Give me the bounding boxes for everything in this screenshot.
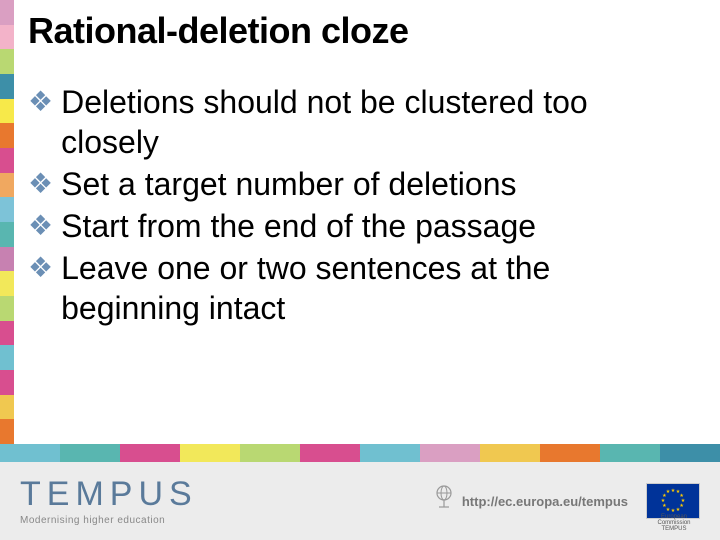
stripe-segment <box>240 444 300 462</box>
stripe-segment <box>0 370 14 395</box>
content-area: ❖Deletions should not be clustered too c… <box>28 82 688 330</box>
bullet-text: Leave one or two sentences at the beginn… <box>61 248 688 328</box>
stripe-segment <box>0 74 14 99</box>
stripe-segment <box>180 444 240 462</box>
stripe-segment <box>0 25 14 50</box>
bullet-text: Set a target number of deletions <box>61 164 516 204</box>
eu-stars: ★★★★★★★★★★★★ <box>660 488 686 514</box>
stripe-segment <box>0 419 14 444</box>
stripe-segment <box>0 123 14 148</box>
slide-title: Rational-deletion cloze <box>28 10 409 52</box>
tempus-logo: TEMPUS Modernising higher education <box>20 477 198 526</box>
star-icon: ★ <box>671 488 675 494</box>
stripe-segment <box>0 0 14 25</box>
stripe-segment <box>0 222 14 247</box>
bullet-item: ❖Leave one or two sentences at the begin… <box>28 248 688 328</box>
stripe-segment <box>120 444 180 462</box>
bullet-item: ❖Set a target number of deletions <box>28 164 688 204</box>
stripe-segment <box>420 444 480 462</box>
stripe-segment <box>600 444 660 462</box>
diamond-bullet-icon: ❖ <box>28 248 53 288</box>
globe-icon <box>434 485 454 517</box>
stripe-segment <box>540 444 600 462</box>
stripe-segment <box>0 197 14 222</box>
footer-color-stripe <box>0 444 720 462</box>
stripe-segment <box>0 49 14 74</box>
stripe-segment <box>0 444 60 462</box>
star-icon: ★ <box>666 489 670 495</box>
footer-url: http://ec.europa.eu/tempus <box>462 494 628 509</box>
footer-right: http://ec.europa.eu/tempus ★★★★★★★★★★★★ … <box>434 483 700 519</box>
diamond-bullet-icon: ❖ <box>28 82 53 122</box>
stripe-segment <box>360 444 420 462</box>
stripe-segment <box>0 296 14 321</box>
tempus-tagline: Modernising higher education <box>20 515 198 526</box>
stripe-segment <box>660 444 720 462</box>
stripe-segment <box>480 444 540 462</box>
stripe-segment <box>0 247 14 272</box>
stripe-segment <box>0 173 14 198</box>
stripe-segment <box>0 321 14 346</box>
bullet-item: ❖Start from the end of the passage <box>28 206 688 246</box>
tempus-logo-text: TEMPUS <box>20 477 198 511</box>
eu-caption: European Commission TEMPUS <box>647 514 701 532</box>
title-area: Rational-deletion cloze <box>28 10 409 52</box>
stripe-segment <box>0 271 14 296</box>
stripe-segment <box>0 395 14 420</box>
bullet-text: Deletions should not be clustered too cl… <box>61 82 688 162</box>
footer: TEMPUS Modernising higher education http… <box>0 444 720 540</box>
stripe-segment <box>0 345 14 370</box>
bullet-item: ❖Deletions should not be clustered too c… <box>28 82 688 162</box>
stripe-segment <box>60 444 120 462</box>
bullet-text: Start from the end of the passage <box>61 206 536 246</box>
stripe-segment <box>300 444 360 462</box>
stripe-segment <box>0 99 14 124</box>
footer-body: TEMPUS Modernising higher education http… <box>0 462 720 540</box>
diamond-bullet-icon: ❖ <box>28 164 53 204</box>
stripe-segment <box>0 148 14 173</box>
eu-flag: ★★★★★★★★★★★★ European Commission TEMPUS <box>646 483 700 519</box>
star-icon: ★ <box>676 507 680 513</box>
left-color-stripe <box>0 0 14 444</box>
url-block: http://ec.europa.eu/tempus <box>434 485 628 517</box>
diamond-bullet-icon: ❖ <box>28 206 53 246</box>
